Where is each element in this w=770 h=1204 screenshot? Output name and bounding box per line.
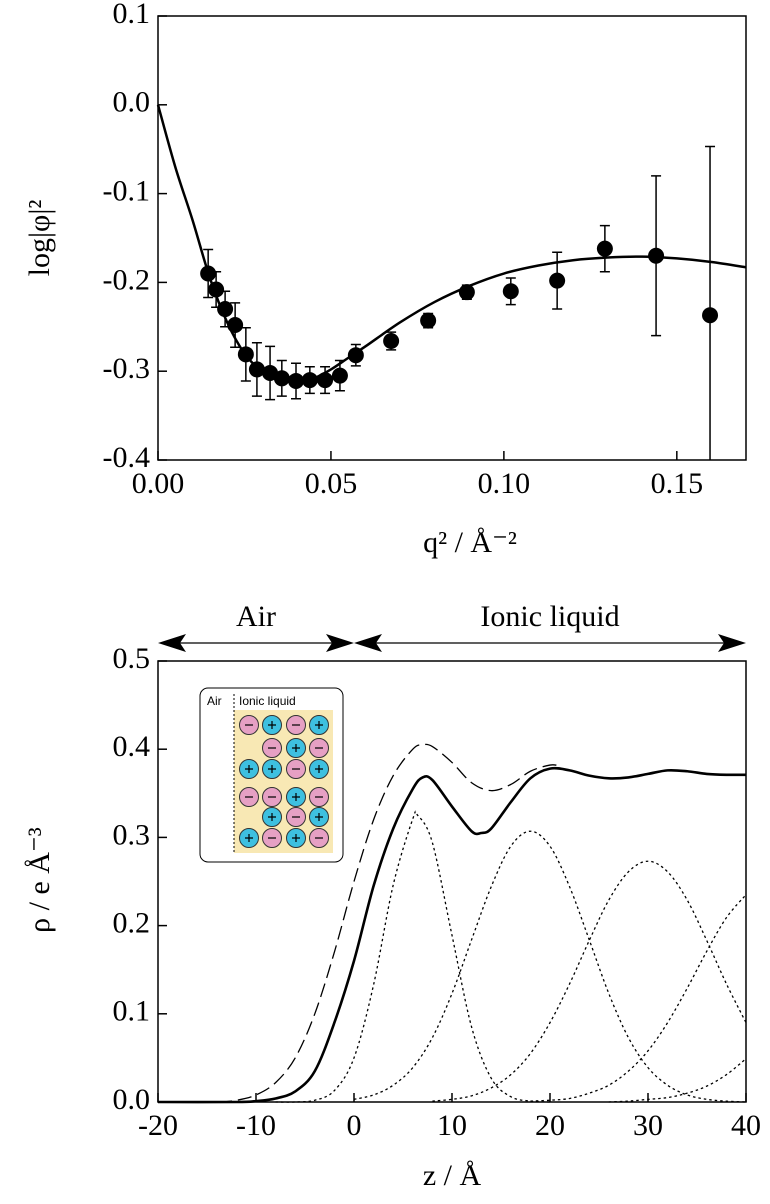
inset-air-label: Air xyxy=(207,694,222,708)
series-line xyxy=(608,1058,747,1103)
data-point xyxy=(347,347,364,364)
ion-sign xyxy=(268,765,276,773)
data-point xyxy=(596,240,613,257)
ion-sign xyxy=(245,765,253,773)
series-line xyxy=(353,830,747,1103)
ion-sign xyxy=(315,721,323,729)
data-point xyxy=(208,281,225,298)
series-line xyxy=(157,766,747,1104)
y-tick-label: 0.5 xyxy=(113,642,151,675)
y-tick-label: 0.2 xyxy=(113,906,151,939)
data-point xyxy=(549,272,566,289)
y-tick-label: 0.0 xyxy=(113,86,151,119)
ion-sign xyxy=(315,813,323,821)
data-point xyxy=(237,346,254,363)
x-tick-label: 30 xyxy=(633,1109,663,1142)
data-point xyxy=(317,372,334,389)
data-point xyxy=(502,283,519,300)
y-tick-label: 0.0 xyxy=(113,1083,151,1116)
y-axis-label: ρ / e Å⁻³ xyxy=(23,827,56,933)
ion-sign xyxy=(268,813,276,821)
series-line xyxy=(275,810,551,1103)
data-point xyxy=(227,317,244,334)
data-point xyxy=(288,372,305,389)
x-tick-label: 20 xyxy=(535,1109,565,1142)
plot-frame xyxy=(157,15,747,461)
y-tick-label: -0.1 xyxy=(103,174,151,207)
data-point xyxy=(702,307,719,324)
data-point xyxy=(248,361,265,378)
y-tick-label: -0.3 xyxy=(103,352,151,385)
inset-liquid-label: Ionic liquid xyxy=(239,694,296,708)
y-axis-label: log|φ|² xyxy=(23,200,56,277)
y-tick-label: 0.3 xyxy=(113,818,151,851)
x-tick-label: 0.05 xyxy=(305,467,358,500)
ion-sign xyxy=(292,744,300,752)
ion-sign xyxy=(292,834,300,842)
region-label: Air xyxy=(236,600,276,633)
y-tick-label: 0.1 xyxy=(113,0,151,30)
data-point xyxy=(301,372,318,389)
data-point xyxy=(217,301,234,318)
x-tick-label: 0 xyxy=(347,1109,362,1142)
data-point xyxy=(420,312,437,329)
y-tick-label: 0.1 xyxy=(113,995,151,1028)
error-bar xyxy=(705,145,716,460)
x-tick-label: 40 xyxy=(731,1109,761,1142)
inset: Air Ionic liquid xyxy=(199,687,344,863)
data-point xyxy=(648,247,665,264)
x-tick-label: 10 xyxy=(437,1109,467,1142)
x-tick-label: 0.10 xyxy=(478,467,531,500)
y-tick-label: 0.4 xyxy=(113,730,151,763)
x-tick-label: 0.15 xyxy=(651,467,704,500)
arrow-head xyxy=(158,634,186,652)
data-point xyxy=(383,333,400,350)
data-point xyxy=(200,265,217,282)
y-tick-label: -0.2 xyxy=(103,263,151,296)
data-point xyxy=(331,367,348,384)
region-label: Ionic liquid xyxy=(480,600,619,633)
x-axis-label: z / Å xyxy=(423,1159,482,1192)
series-line xyxy=(432,860,747,1102)
x-axis-label: q² / Å⁻² xyxy=(423,526,517,559)
ion-sign xyxy=(292,793,300,801)
ion-sign xyxy=(315,765,323,773)
ion-sign xyxy=(268,721,276,729)
x-tick-label: 0.00 xyxy=(132,467,185,500)
arrow-head xyxy=(354,634,382,652)
data-point xyxy=(273,370,290,387)
x-tick-label: -20 xyxy=(138,1109,178,1142)
y-tick-label: -0.4 xyxy=(103,441,151,474)
ion-sign xyxy=(245,834,253,842)
x-tick-label: -10 xyxy=(236,1109,276,1142)
data-point xyxy=(458,284,475,301)
arrow-head xyxy=(326,634,354,652)
series-line xyxy=(157,743,560,1103)
arrow-head xyxy=(718,634,746,652)
